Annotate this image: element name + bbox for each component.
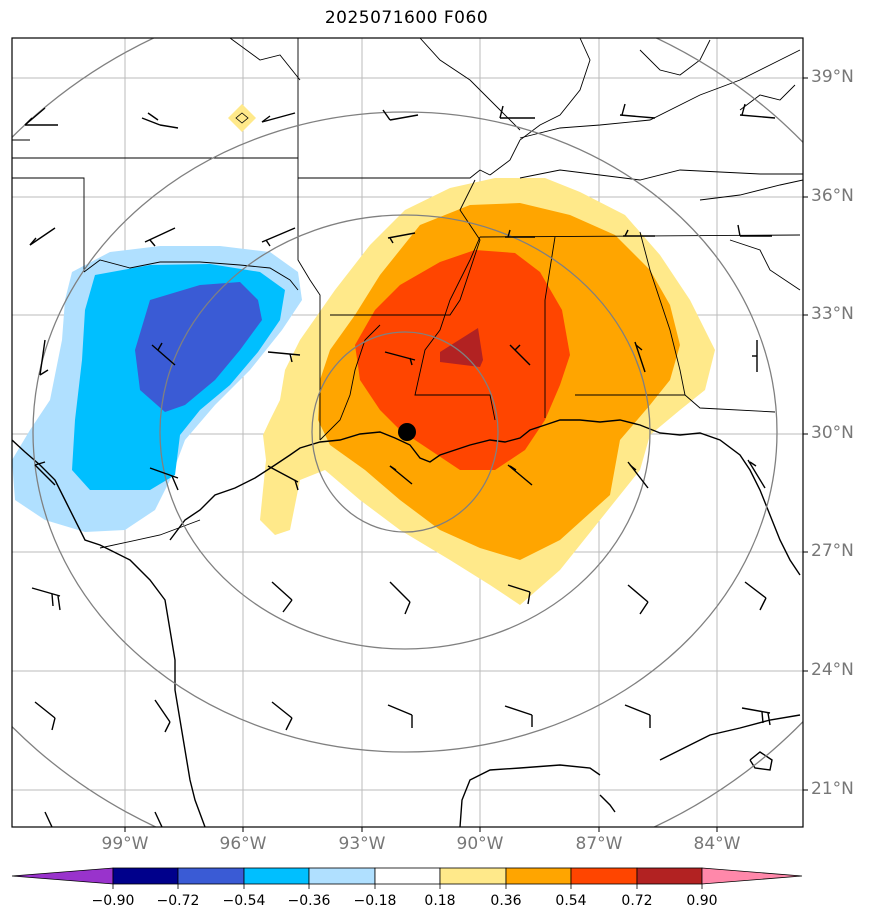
wind-barb — [509, 344, 531, 366]
colorbar-seg — [505, 867, 572, 885]
wind-barb — [141, 112, 179, 129]
plot-title: 2025071600 F060 — [324, 8, 489, 28]
wind-barb — [144, 227, 176, 247]
colorbar-seg — [112, 867, 179, 885]
range-rings — [12, 38, 803, 827]
lat-label-24n: 24°N — [811, 660, 854, 680]
contour-pos-small — [228, 104, 256, 132]
wind-barb — [499, 105, 535, 119]
wind-barb — [747, 459, 766, 489]
lat-label-30n: 30°N — [811, 423, 854, 443]
wind-barb — [744, 581, 767, 611]
wind-barb — [24, 107, 58, 126]
lat-label-33n: 33°N — [811, 304, 854, 324]
lon-label-84w: 84°W — [693, 834, 741, 854]
wind-barb — [29, 227, 56, 246]
wind-barb — [31, 587, 61, 611]
wind-barb — [39, 339, 49, 376]
wind-barb — [271, 581, 293, 613]
negative-anomaly-region — [12, 246, 302, 532]
lat-label-27n: 27°N — [811, 541, 854, 561]
colorbar-over — [701, 867, 803, 885]
colorbar-tick-label: 0.18 — [424, 893, 456, 909]
wind-barb — [737, 224, 772, 237]
positive-anomaly-region — [260, 178, 715, 605]
wind-barb — [382, 109, 419, 121]
colorbar-tick-label: −0.90 — [91, 893, 135, 909]
wind-barb — [619, 103, 656, 119]
wind-barb — [154, 699, 171, 733]
wind-barb — [267, 351, 301, 363]
wind-barb — [389, 465, 413, 485]
wind-barb — [34, 701, 56, 731]
wind-barb — [149, 467, 179, 491]
lon-label-87w: 87°W — [575, 834, 623, 854]
colorbar-seg — [243, 867, 310, 885]
lon-label-96w: 96°W — [219, 834, 267, 854]
wind-barb — [387, 704, 413, 728]
colorbar-tick-label: −0.18 — [353, 893, 397, 909]
lon-label-99w: 99°W — [101, 834, 149, 854]
colorbar-seg — [439, 867, 507, 885]
center-point-marker — [398, 423, 416, 441]
wind-barb — [623, 229, 655, 237]
wind-barb — [624, 704, 651, 728]
lon-label-90w: 90°W — [456, 834, 504, 854]
wind-barb — [741, 707, 771, 726]
state-borders — [12, 38, 803, 549]
colorbar — [11, 867, 803, 889]
lat-label-21n: 21°N — [811, 779, 854, 799]
colorbar-seg — [177, 867, 245, 885]
lat-label-36n: 36°N — [811, 186, 854, 206]
wind-barb — [387, 232, 416, 244]
wind-barb — [44, 811, 53, 827]
wind-barb — [261, 227, 296, 247]
wind-barb — [752, 340, 758, 372]
wind-barb — [384, 351, 416, 366]
colorbar-seg — [570, 867, 638, 885]
wind-barb — [151, 342, 176, 366]
coastline — [12, 419, 801, 827]
wind-barb — [154, 811, 163, 827]
map-frame — [11, 37, 804, 828]
wind-barb — [504, 705, 533, 727]
colorbar-tick-label: 0.54 — [555, 893, 587, 909]
colorbar-tick-label: 0.72 — [621, 893, 653, 909]
colorbar-tick-label: 0.36 — [490, 893, 522, 909]
wind-barb — [34, 461, 56, 486]
wind-barb — [507, 584, 531, 605]
wind-barb — [739, 103, 776, 119]
colorbar-under — [11, 867, 114, 885]
colorbar-seg — [636, 867, 703, 885]
wind-barb — [634, 341, 646, 373]
colorbar-tick-label: −0.54 — [222, 893, 266, 909]
wind-barb — [505, 229, 535, 238]
wind-barb — [267, 465, 299, 491]
wind-barbs — [24, 103, 776, 827]
wind-barb — [261, 112, 296, 123]
lat-label-39n: 39°N — [811, 67, 854, 87]
colorbar-tick-label: −0.72 — [156, 893, 200, 909]
colorbar-seg — [308, 867, 376, 885]
wind-barb — [271, 701, 293, 731]
wind-barb — [507, 464, 533, 486]
colorbar-seg — [374, 867, 441, 885]
lon-label-93w: 93°W — [338, 834, 386, 854]
wind-barb — [627, 461, 649, 489]
wind-barb — [389, 581, 411, 615]
contour-pos-072 — [440, 328, 483, 367]
colorbar-tick-label: −0.36 — [287, 893, 331, 909]
colorbar-tick-label: 0.90 — [686, 893, 718, 909]
wind-barb — [627, 584, 649, 615]
